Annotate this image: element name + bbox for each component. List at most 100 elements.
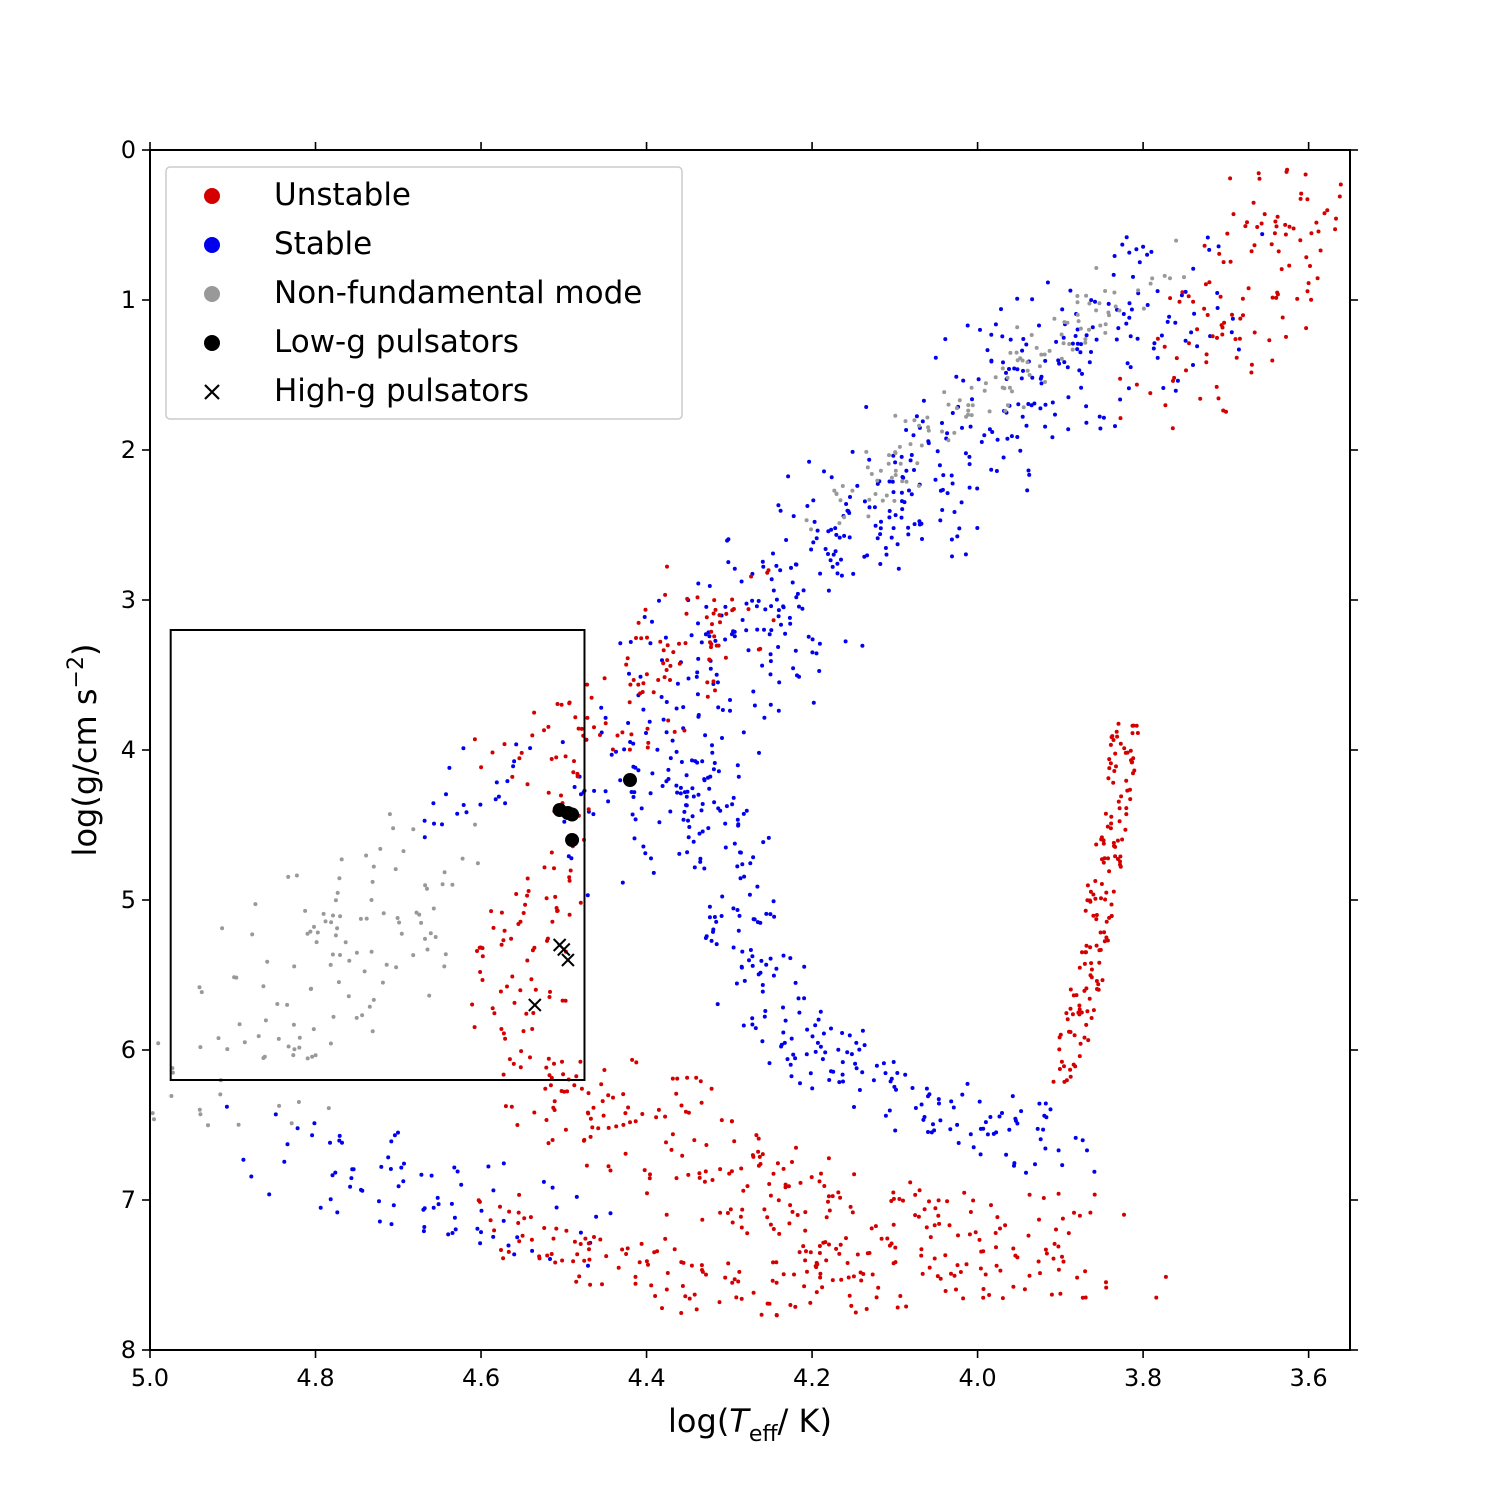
- stable-model-point: [711, 929, 715, 934]
- nonfund-model-point: [1087, 301, 1092, 306]
- stable-model-point: [431, 801, 436, 806]
- legend-marker-nonfund: [204, 286, 220, 302]
- x-tick-label: 4.0: [959, 1364, 997, 1392]
- stable-model-point: [630, 812, 635, 817]
- stable-model-point: [1135, 336, 1140, 341]
- stable-model-point: [550, 1185, 555, 1190]
- unstable-model-point: [1275, 290, 1280, 295]
- nonfund-model-point: [150, 1111, 155, 1116]
- stable-model-point: [779, 622, 783, 627]
- unstable-model-point: [644, 1259, 649, 1264]
- stable-model-point: [459, 1182, 464, 1187]
- unstable-model-point: [758, 646, 763, 651]
- nonfund-model-point: [370, 1029, 375, 1034]
- stable-model-point: [769, 604, 774, 609]
- stable-model-point: [793, 980, 798, 985]
- unstable-model-point: [686, 1110, 691, 1115]
- nonfund-model-point: [423, 936, 427, 941]
- unstable-model-point: [1093, 879, 1098, 883]
- unstable-model-point: [1325, 208, 1330, 213]
- unstable-model-point: [704, 1272, 708, 1277]
- stable-model-point: [720, 894, 725, 899]
- stable-model-point: [649, 856, 653, 861]
- unstable-model-point: [757, 1154, 762, 1159]
- nonfund-model-point: [152, 1117, 156, 1122]
- stable-model-point: [762, 627, 766, 632]
- unstable-model-point: [817, 1251, 822, 1255]
- stable-model-point: [813, 1049, 818, 1054]
- unstable-model-point: [670, 1076, 675, 1081]
- unstable-model-point: [1124, 812, 1129, 817]
- nonfund-model-point: [942, 390, 947, 395]
- unstable-model-point: [783, 1185, 788, 1190]
- stable-model-point: [999, 307, 1003, 312]
- stable-model-point: [686, 835, 691, 840]
- stable-model-point: [1008, 337, 1013, 342]
- stable-model-point: [631, 741, 636, 746]
- nonfund-model-point: [837, 521, 842, 526]
- stable-model-point: [981, 1126, 986, 1131]
- unstable-model-point: [891, 1190, 896, 1195]
- nonfund-model-point: [889, 475, 894, 480]
- stable-model-point: [976, 377, 981, 382]
- unstable-model-point: [1077, 1054, 1082, 1059]
- nonfund-model-point: [919, 443, 924, 448]
- unstable-model-point: [614, 1124, 619, 1129]
- stable-model-point: [904, 468, 909, 473]
- stable-model-point: [887, 1108, 892, 1113]
- stable-model-point: [1165, 319, 1170, 324]
- stable-model-point: [399, 1165, 404, 1170]
- stable-model-point: [694, 674, 699, 679]
- stable-model-point: [1094, 337, 1099, 342]
- stable-model-point: [668, 809, 673, 814]
- unstable-model-point: [705, 680, 710, 685]
- unstable-model-point: [677, 641, 681, 646]
- unstable-model-point: [727, 1171, 732, 1176]
- unstable-model-point: [1225, 231, 1230, 236]
- unstable-model-point: [1098, 947, 1103, 952]
- unstable-model-point: [1093, 896, 1098, 901]
- stable-model-point: [989, 467, 994, 472]
- unstable-model-point: [523, 902, 528, 907]
- nonfund-model-point: [1103, 322, 1108, 327]
- stable-model-point: [560, 740, 565, 745]
- unstable-model-point: [794, 1145, 798, 1150]
- unstable-model-point: [674, 1176, 679, 1181]
- unstable-model-point: [1079, 1010, 1084, 1015]
- unstable-model-point: [1233, 337, 1238, 342]
- unstable-model-point: [505, 984, 509, 989]
- nonfund-model-point: [904, 479, 909, 484]
- unstable-model-point: [679, 1103, 684, 1108]
- stable-model-point: [791, 1052, 796, 1057]
- unstable-model-point: [729, 1169, 734, 1174]
- stable-model-point: [704, 604, 709, 609]
- stable-model-point: [642, 615, 647, 619]
- unstable-model-point: [656, 1107, 661, 1112]
- stable-model-point: [396, 1130, 400, 1135]
- stable-model-point: [987, 427, 992, 432]
- unstable-model-point: [565, 1089, 570, 1094]
- stable-model-point: [744, 808, 749, 813]
- stable-model-point: [1070, 341, 1075, 346]
- unstable-model-point: [901, 1198, 905, 1203]
- nonfund-model-point: [966, 408, 971, 413]
- unstable-model-point: [847, 1293, 852, 1298]
- stable-model-point: [751, 855, 756, 860]
- unstable-model-point: [506, 1249, 511, 1254]
- nonfund-model-point: [866, 514, 871, 519]
- unstable-model-point: [582, 1137, 587, 1142]
- unstable-model-point: [665, 643, 670, 648]
- stable-model-point: [707, 915, 712, 920]
- unstable-model-point: [774, 1260, 779, 1265]
- unstable-model-point: [503, 1104, 508, 1109]
- stable-model-point: [702, 778, 707, 783]
- nonfund-model-point: [887, 453, 891, 458]
- stable-model-point: [938, 1118, 943, 1123]
- stable-model-point: [377, 1219, 382, 1224]
- nonfund-model-point: [333, 933, 338, 938]
- unstable-model-point: [1171, 378, 1175, 383]
- stable-model-point: [835, 561, 840, 566]
- stable-model-point: [684, 803, 688, 808]
- unstable-model-point: [662, 675, 667, 680]
